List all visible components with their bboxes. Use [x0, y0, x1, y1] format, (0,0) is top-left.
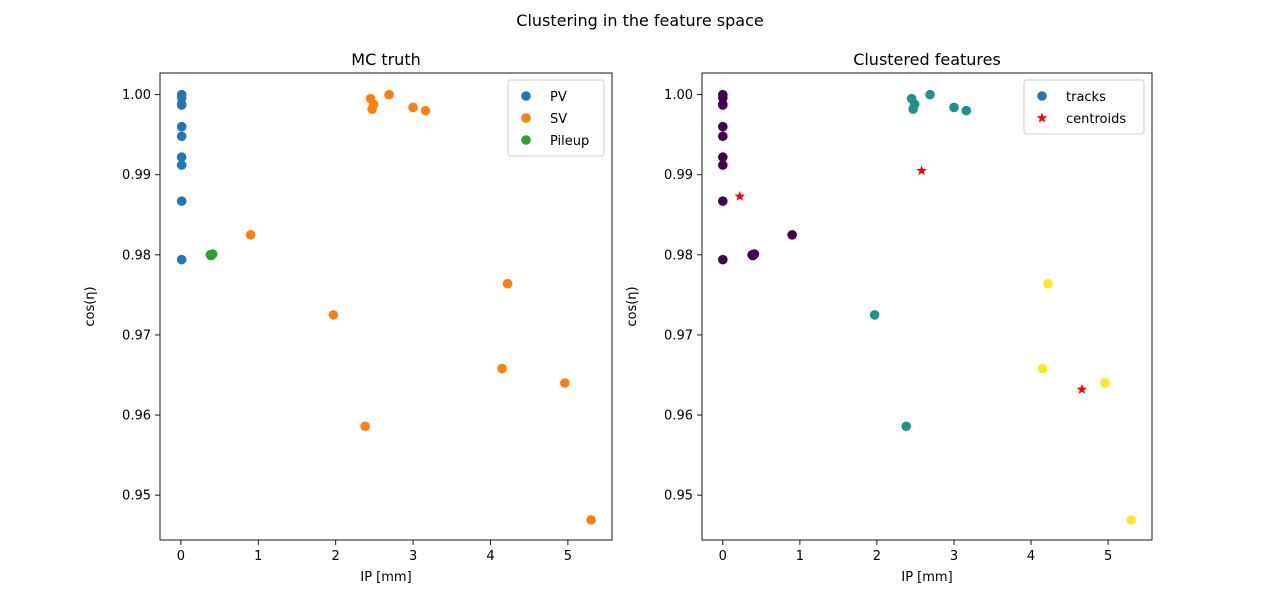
y-axis-label: cos(η): [83, 286, 98, 326]
y-tick-label: 0.95: [664, 489, 693, 504]
sv-point: [384, 89, 394, 100]
plot-title: Clustered features: [853, 50, 1001, 69]
tracks-point: [718, 131, 728, 142]
sv-point: [360, 421, 370, 432]
pv-point: [176, 100, 187, 110]
x-tick-label: 4: [486, 549, 494, 564]
y-tick-label: 0.96: [664, 409, 693, 424]
legend-marker-sv: [521, 113, 531, 123]
sv-point: [245, 230, 256, 240]
centroids-point: [916, 165, 927, 176]
y-tick-label: 0.98: [664, 248, 693, 263]
legend-label-sv: SV: [550, 112, 567, 127]
tracks-point: [718, 100, 728, 110]
y-tick-label: 1.00: [664, 88, 693, 103]
x-tick-label: 1: [254, 549, 262, 564]
left-scatter-plot: MC truth 0 1 2 3 4 5 0.95 0.96 0.97 0.98 0.99 1.00 IP…: [83, 50, 613, 585]
y-tick-label: 0.95: [122, 489, 151, 504]
tracks-point: [869, 310, 880, 320]
sv-point: [502, 278, 513, 289]
legend-marker-pv: [521, 91, 531, 101]
pv-point: [176, 254, 187, 265]
y-tick-label: 0.99: [122, 168, 151, 183]
y-tick-label: 1.00: [122, 88, 151, 103]
legend: tracks centroids: [1023, 79, 1145, 135]
y-tick-label: 0.97: [664, 328, 693, 343]
x-tick-label: 4: [1027, 549, 1035, 564]
x-tick-label: 2: [332, 549, 340, 564]
legend-marker-pileup: [521, 135, 531, 145]
tracks-point: [1043, 278, 1053, 289]
centroids-point: [1076, 383, 1088, 394]
sv-point: [328, 310, 339, 320]
pv-point: [176, 160, 187, 170]
legend-label-tracks: tracks: [1066, 90, 1106, 105]
y-tick-label: 0.97: [122, 328, 151, 343]
sv-point: [497, 363, 507, 374]
y-tick-label: 0.99: [664, 168, 693, 183]
axes-frame: [701, 72, 1153, 541]
sv-point: [420, 105, 431, 116]
pv-point: [176, 196, 187, 206]
y-tick-label: 0.96: [122, 409, 151, 424]
pv-point: [176, 131, 187, 142]
y-tick-label: 0.98: [122, 248, 151, 263]
centroids-point: [734, 190, 745, 201]
tracks-point: [718, 196, 728, 206]
tracks-point: [961, 105, 972, 116]
pileup-point: [206, 250, 216, 261]
legend: PV SV Pileup: [507, 79, 605, 157]
tracks-point: [925, 89, 935, 100]
x-tick-label: 1: [796, 549, 804, 564]
figure-suptitle: Clustering in the feature space: [516, 11, 763, 30]
tracks-point: [718, 254, 728, 265]
tracks-point: [718, 152, 728, 162]
sv-point: [367, 104, 377, 114]
sv-point: [408, 102, 418, 113]
plot-title: MC truth: [351, 50, 420, 69]
sv-point: [586, 515, 596, 525]
axes-frame: [159, 72, 613, 541]
x-tick-label: 0: [177, 549, 185, 564]
sv-point: [559, 378, 570, 388]
tracks-point: [787, 230, 797, 240]
x-tick-label: 5: [564, 549, 572, 564]
x-tick-label: 3: [409, 549, 417, 564]
legend-label-pileup: Pileup: [550, 134, 589, 149]
tracks-point: [908, 104, 918, 114]
legend-box: [507, 79, 605, 157]
tracks-point: [1100, 378, 1110, 388]
right-scatter-plot: Clustered features 0 1 2 3 4 5 0.95 0.96 0.97 0.98…: [625, 50, 1153, 585]
legend-label-centroids: centroids: [1066, 112, 1126, 127]
y-axis-label: cos(η): [625, 286, 640, 326]
tracks-point: [1126, 515, 1136, 525]
x-tick-label: 5: [1104, 549, 1112, 564]
legend-label-pv: PV: [550, 90, 567, 105]
x-axis-label: IP [mm]: [901, 570, 952, 585]
legend-marker-tracks: [1037, 91, 1047, 101]
legend-marker-centroids: [1036, 112, 1048, 123]
tracks-point: [1037, 363, 1048, 374]
tracks-point: [949, 102, 959, 113]
x-tick-label: 0: [719, 549, 727, 564]
legend-box: [1023, 79, 1145, 135]
x-tick-label: 2: [873, 549, 881, 564]
x-axis-label: IP [mm]: [360, 570, 411, 585]
pv-point: [176, 121, 187, 132]
pv-point: [176, 152, 187, 162]
tracks-point: [748, 250, 758, 261]
tracks-point: [718, 121, 728, 132]
tracks-point: [718, 160, 728, 170]
x-tick-label: 3: [950, 549, 958, 564]
tracks-point: [901, 421, 911, 432]
